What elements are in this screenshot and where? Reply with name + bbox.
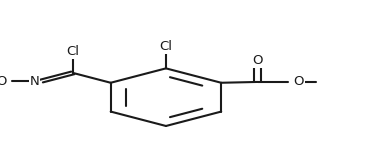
Text: O: O: [293, 75, 304, 88]
Text: Cl: Cl: [160, 40, 173, 53]
Text: O: O: [253, 54, 263, 67]
Text: HO: HO: [0, 75, 9, 88]
Text: Cl: Cl: [66, 45, 79, 58]
Text: N: N: [30, 75, 39, 88]
